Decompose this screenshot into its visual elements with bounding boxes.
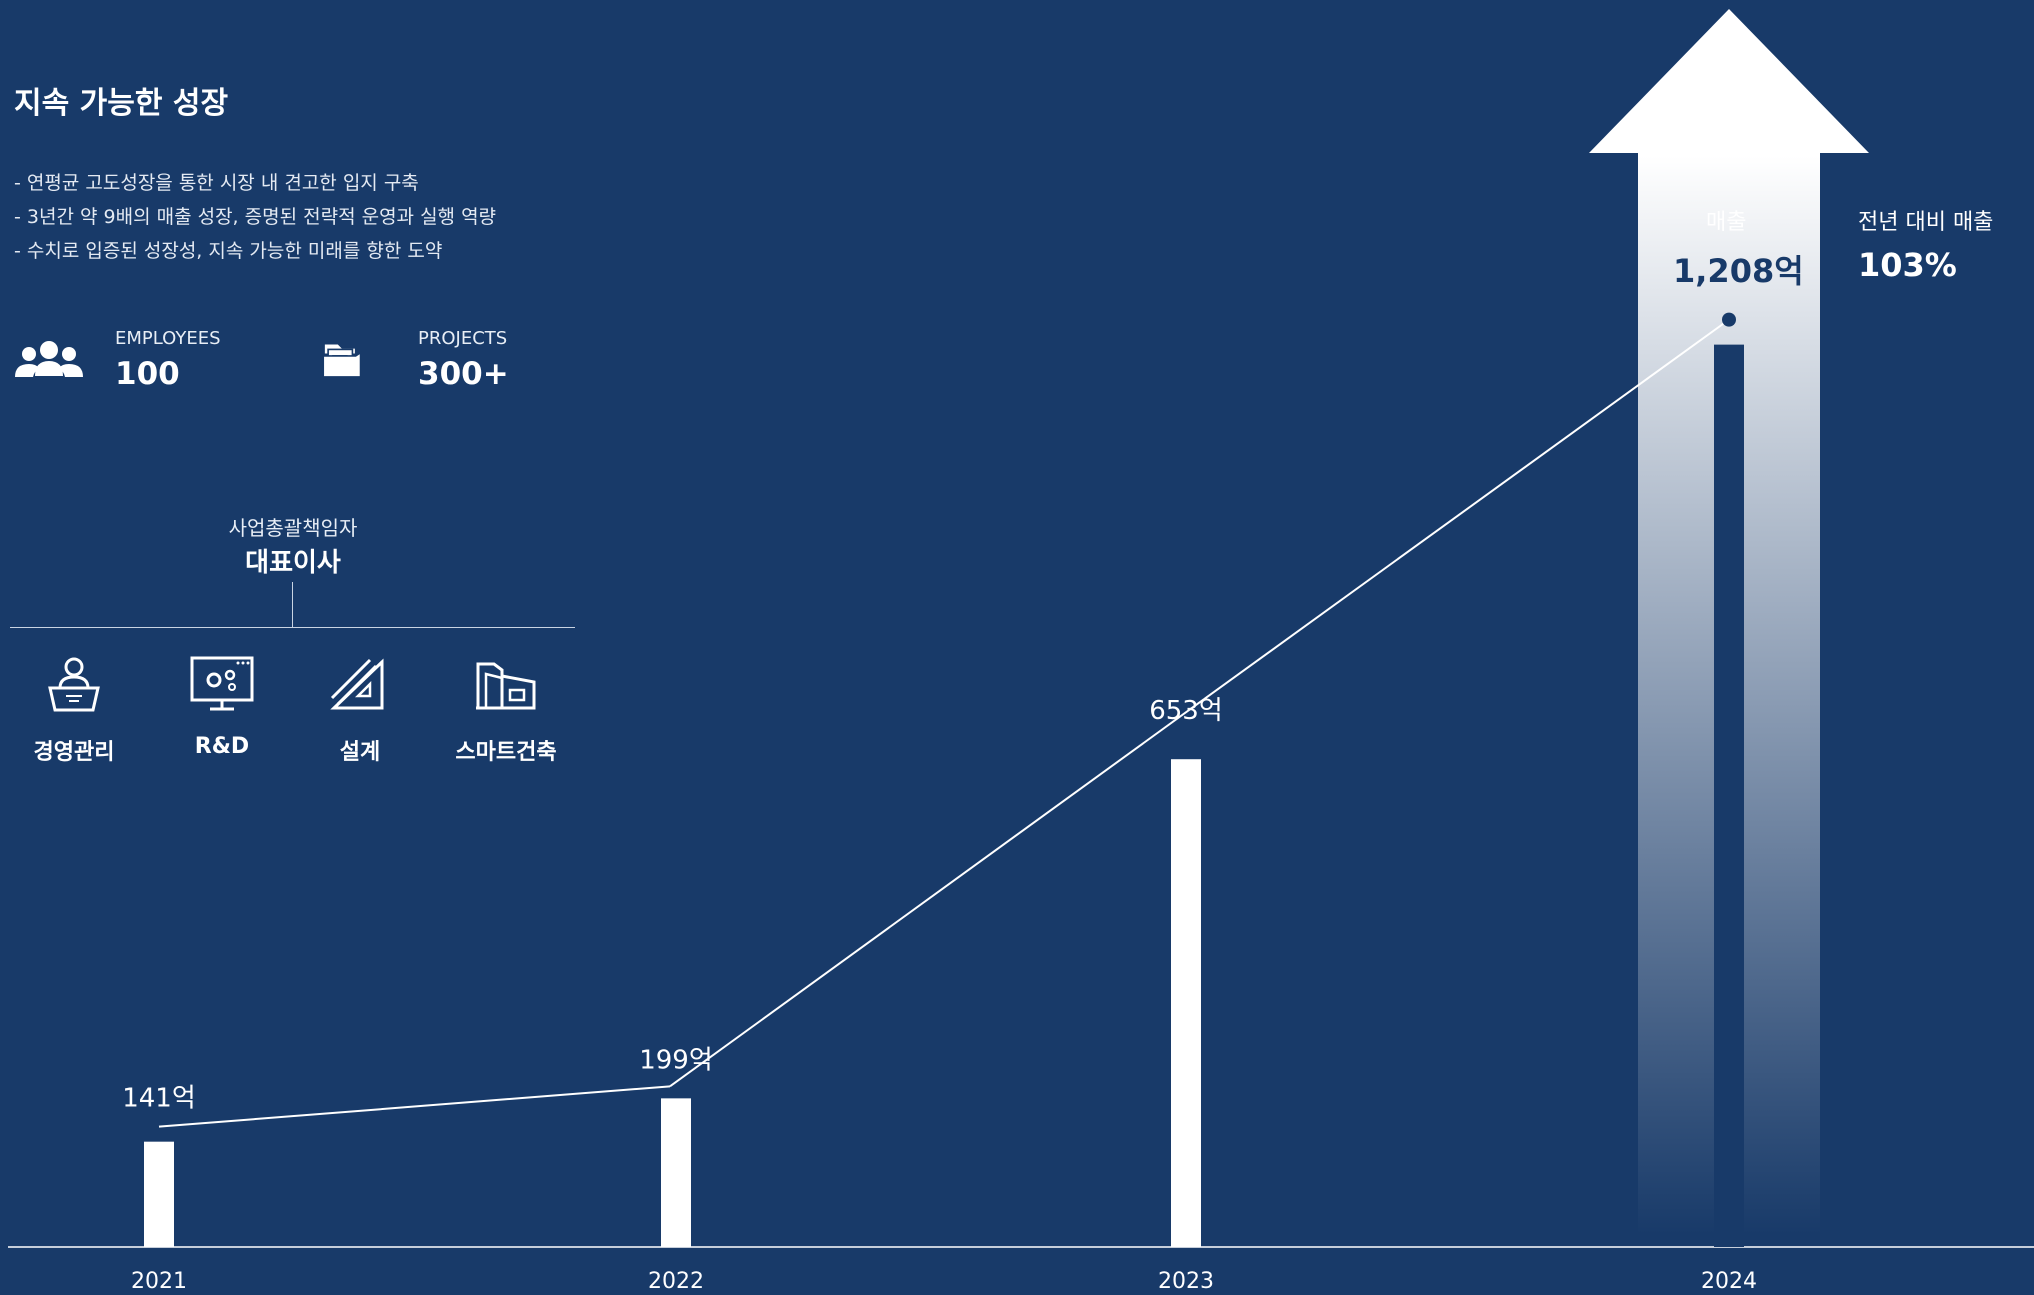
data-label-2023: 653억 (1149, 696, 1223, 726)
presenter-desk-icon (48, 657, 100, 712)
dept-label: R&D (194, 734, 250, 759)
data-label-2022: 199억 (639, 1045, 713, 1075)
yoy-value: 103% (1858, 246, 1957, 284)
trend-segment (669, 698, 1205, 1088)
dept-label: 스마트건축 (455, 740, 557, 765)
x-tick-label-2024: 2024 (1701, 1269, 1757, 1294)
bar-2022 (661, 1098, 691, 1247)
org-divider (10, 627, 575, 628)
org-head-title: 대표이사 (245, 548, 341, 578)
org-connector (292, 582, 293, 627)
ruler-triangle-icon (330, 658, 384, 710)
revenue-value: 1,208억 (1673, 252, 1804, 290)
dept-label: 설계 (339, 740, 381, 765)
projects-value: 300+ (418, 356, 509, 392)
data-label-2021: 141억 (122, 1084, 196, 1114)
trend-segment (158, 1085, 671, 1128)
people-group-icon (12, 330, 86, 394)
x-tick-label-2021: 2021 (131, 1269, 187, 1294)
employees-value: 100 (115, 356, 180, 392)
trend-end-point (1722, 312, 1736, 327)
yoy-label: 전년 대비 매출 (1858, 210, 1994, 235)
bullet-item: - 수치로 입증된 성장성, 지속 가능한 미래를 향한 도약 (14, 240, 443, 262)
dept-smart-construction: 스마트건축 (436, 652, 576, 766)
bullet-list: - 연평균 고도성장을 통한 시장 내 견고한 입지 구축 - 3년간 약 9배… (14, 166, 496, 268)
x-tick-label-2023: 2023 (1158, 1269, 1214, 1294)
x-tick-label-2022: 2022 (648, 1269, 704, 1294)
projects-label: PROJECTS (418, 328, 508, 349)
employees-label: EMPLOYEES (115, 328, 221, 349)
dept-management: 경영관리 (4, 652, 144, 766)
folder-icon (320, 334, 380, 398)
org-head-role: 사업총괄책임자 (228, 516, 358, 540)
bar-2024 (1714, 344, 1744, 1247)
trend-segment (1203, 318, 1730, 701)
bullet-item: - 3년간 약 9배의 매출 성장, 증명된 전략적 운영과 실행 역량 (14, 206, 497, 228)
dept-rnd: R&D (152, 652, 292, 759)
building-icon (476, 662, 536, 710)
bullet-item: - 연평균 고도성장을 통한 시장 내 견고한 입지 구축 (14, 172, 419, 194)
dept-design: 설계 (290, 652, 430, 766)
bar-2021 (144, 1141, 174, 1247)
revenue-label: 매출 (1706, 210, 1747, 235)
monitor-gears-icon (190, 656, 254, 711)
dept-label: 경영관리 (33, 740, 115, 765)
bar-2023 (1171, 759, 1201, 1247)
page-title: 지속 가능한 성장 (14, 86, 229, 121)
